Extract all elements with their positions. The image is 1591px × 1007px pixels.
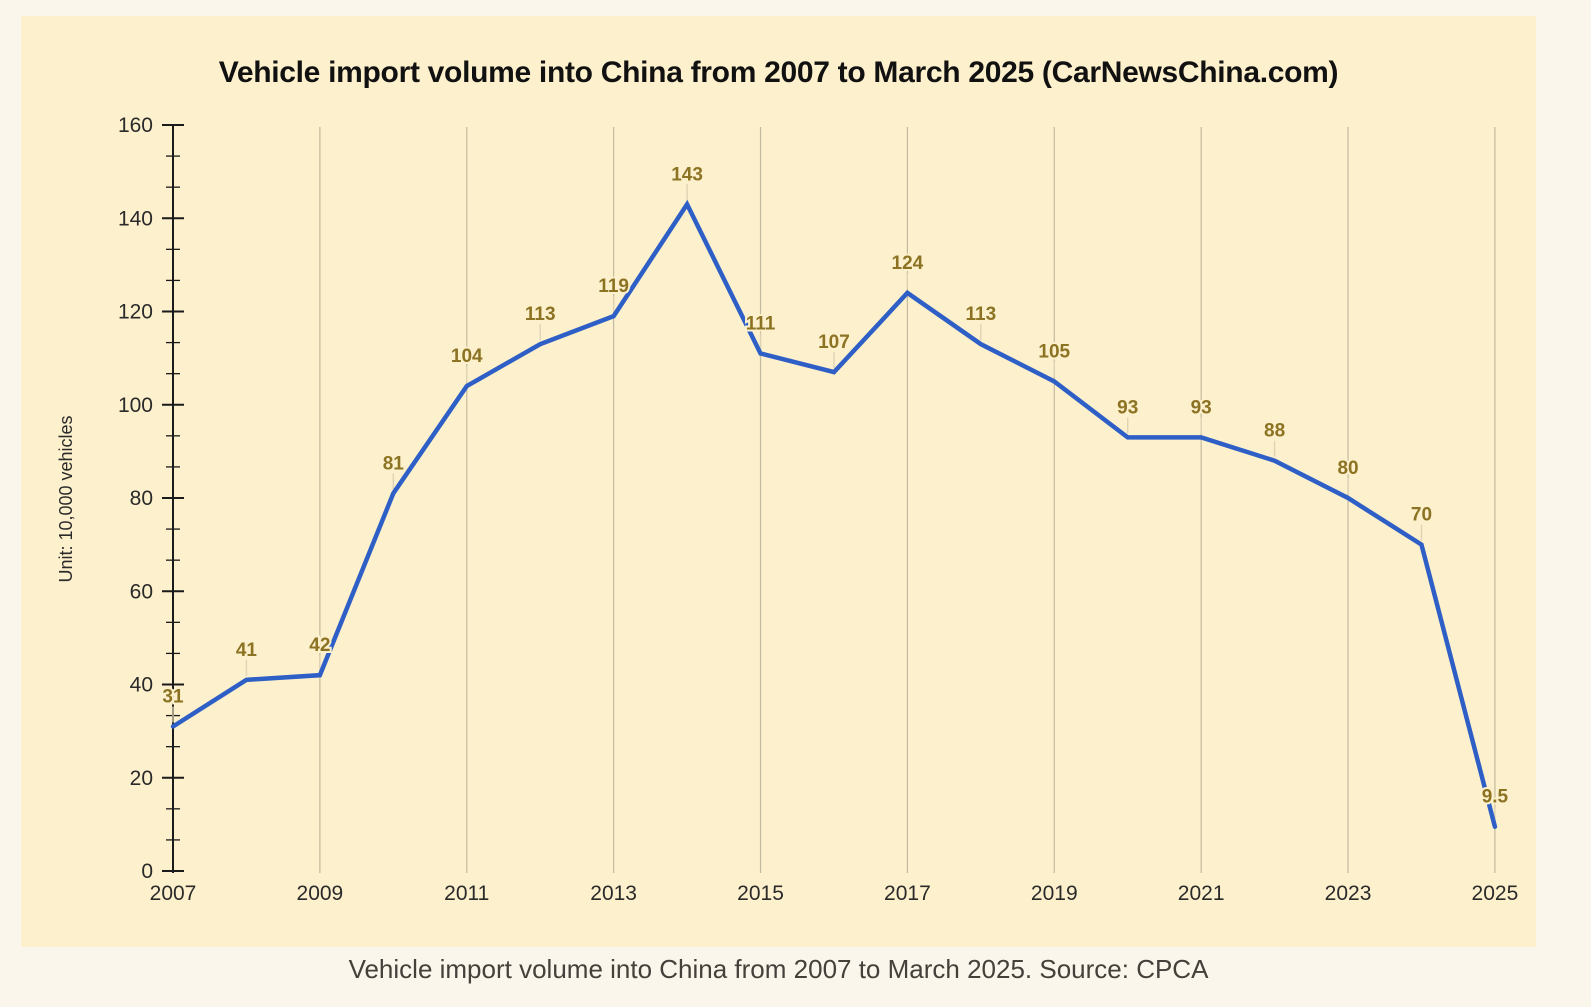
data-point-label: 42 [309, 635, 330, 656]
data-point-label: 70 [1411, 505, 1432, 526]
data-point-label: 113 [525, 304, 556, 325]
y-tick-label: 160 [118, 114, 153, 137]
x-tick-label: 2015 [737, 882, 784, 905]
data-point-label: 119 [598, 276, 629, 297]
data-point-label: 41 [236, 640, 258, 661]
x-tick-label: 2011 [444, 882, 489, 905]
x-tick-label: 2013 [590, 882, 637, 905]
y-tick-label: 80 [130, 487, 153, 510]
y-tick-label: 140 [118, 207, 153, 230]
x-tick-label: 2019 [1031, 882, 1078, 905]
data-point-label: 104 [451, 346, 483, 367]
data-point-label: 81 [383, 453, 405, 474]
figure-caption: Vehicle import volume into China from 20… [348, 954, 1209, 984]
data-point-label: 113 [966, 304, 997, 325]
data-point-label: 9.5 [1482, 787, 1509, 808]
data-point-label: 124 [892, 253, 924, 274]
data-point-label: 107 [818, 332, 850, 353]
y-tick-label: 60 [130, 580, 153, 603]
data-point-label: 111 [746, 313, 776, 334]
data-point-label: 105 [1038, 341, 1070, 362]
x-tick-label: 2009 [297, 882, 344, 905]
x-tick-label: 2021 [1178, 882, 1225, 905]
x-tick-label: 2023 [1325, 882, 1372, 905]
data-point-label: 88 [1264, 421, 1285, 442]
x-tick-label: 2017 [884, 882, 931, 905]
data-point-label: 143 [671, 164, 703, 185]
data-point-label: 80 [1337, 458, 1358, 479]
data-point-label: 93 [1117, 397, 1138, 418]
chart-panel-bg [21, 16, 1536, 947]
data-line [170, 199, 1498, 829]
y-tick-label: 40 [130, 674, 153, 697]
y-tick-label: 20 [130, 767, 153, 790]
y-tick-label: 0 [141, 860, 153, 883]
y-axis-title: Unit: 10,000 vehicles [56, 415, 76, 582]
x-tick-label: 2007 [150, 882, 197, 905]
chart-title: Vehicle import volume into China from 20… [219, 56, 1338, 89]
y-tick-label: 120 [118, 301, 153, 324]
y-tick-label: 100 [118, 394, 153, 417]
data-point-label: 93 [1191, 397, 1212, 418]
data-point-label: 31 [162, 686, 184, 707]
x-tick-label: 2025 [1472, 882, 1519, 905]
